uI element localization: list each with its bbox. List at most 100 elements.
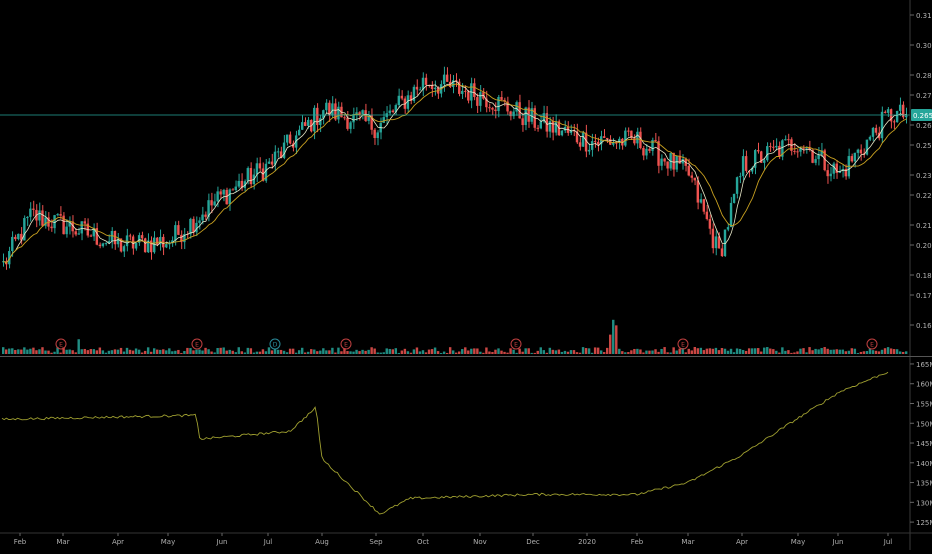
candle-body[interactable] <box>506 101 509 112</box>
candle-body[interactable] <box>515 102 518 112</box>
candle-body[interactable] <box>536 127 539 129</box>
candle-body[interactable] <box>732 193 736 203</box>
candle-body[interactable] <box>74 231 77 235</box>
candle-body[interactable] <box>433 87 437 90</box>
candle-body[interactable] <box>705 211 709 220</box>
candle-body[interactable] <box>750 167 754 172</box>
candle-body[interactable] <box>180 234 183 243</box>
candle-body[interactable] <box>128 235 132 237</box>
indicator-pane[interactable] <box>1 371 889 515</box>
candle-body[interactable] <box>642 147 645 156</box>
candle-body[interactable] <box>44 217 47 226</box>
candle-body[interactable] <box>602 136 606 138</box>
candle-body[interactable] <box>467 91 470 101</box>
candle-body[interactable] <box>201 214 204 221</box>
candle-body[interactable] <box>80 221 83 234</box>
candle-body[interactable] <box>349 122 352 129</box>
candle-body[interactable] <box>838 171 841 173</box>
candle-body[interactable] <box>98 244 102 247</box>
candle-body[interactable] <box>494 109 497 112</box>
candle-body[interactable] <box>222 189 225 195</box>
candle-body[interactable] <box>581 132 585 147</box>
candle-body[interactable] <box>328 102 331 116</box>
candle-body[interactable] <box>874 127 878 133</box>
candle-body[interactable] <box>255 163 259 175</box>
candle-body[interactable] <box>672 153 675 170</box>
candle-body[interactable] <box>895 110 899 123</box>
candle-body[interactable] <box>678 155 681 164</box>
candle-body[interactable] <box>370 115 373 130</box>
candle-body[interactable] <box>521 118 524 126</box>
candle-body[interactable] <box>331 103 334 116</box>
candle-body[interactable] <box>104 243 108 245</box>
candle-body[interactable] <box>669 153 672 169</box>
candle-body[interactable] <box>590 141 594 150</box>
candle-body[interactable] <box>261 168 265 181</box>
candle-body[interactable] <box>243 181 247 188</box>
candle-body[interactable] <box>183 234 186 243</box>
candle-body[interactable] <box>850 156 854 162</box>
candle-body[interactable] <box>606 137 609 140</box>
candle-body[interactable] <box>29 208 32 217</box>
candle-body[interactable] <box>237 180 240 187</box>
candle-body[interactable] <box>476 97 479 106</box>
candle-body[interactable] <box>192 218 195 233</box>
candle-body[interactable] <box>207 200 210 217</box>
candle-body[interactable] <box>451 80 455 87</box>
candle-body[interactable] <box>159 236 162 245</box>
candle-body[interactable] <box>313 107 316 132</box>
candle-body[interactable] <box>264 163 268 181</box>
candle-body[interactable] <box>802 148 805 150</box>
candle-body[interactable] <box>26 216 29 219</box>
candle-body[interactable] <box>225 189 228 205</box>
candle-body[interactable] <box>216 191 219 202</box>
candle-body[interactable] <box>479 92 482 106</box>
candle-body[interactable] <box>14 236 17 240</box>
candle-body[interactable] <box>92 228 96 237</box>
candle-body[interactable] <box>297 129 301 136</box>
candle-body[interactable] <box>781 140 784 157</box>
candle-body[interactable] <box>373 129 376 139</box>
candle-body[interactable] <box>17 233 20 240</box>
candle-body[interactable] <box>246 168 250 182</box>
candle-body[interactable] <box>551 121 555 133</box>
candle-body[interactable] <box>119 238 123 252</box>
candle-body[interactable] <box>862 153 866 155</box>
candle-body[interactable] <box>817 154 820 160</box>
candle-body[interactable] <box>856 149 860 153</box>
candle-body[interactable] <box>835 163 838 173</box>
candle-body[interactable] <box>823 150 826 171</box>
candle-body[interactable] <box>171 240 174 244</box>
candle-body[interactable] <box>793 150 796 152</box>
candle-body[interactable] <box>355 112 358 115</box>
candle-body[interactable] <box>11 236 14 252</box>
candle-body[interactable] <box>382 117 385 123</box>
candle-body[interactable] <box>648 148 651 151</box>
candle-body[interactable] <box>113 231 117 245</box>
candle-body[interactable] <box>509 111 512 117</box>
candle-body[interactable] <box>814 159 817 163</box>
candle-body[interactable] <box>288 134 292 144</box>
candle-body[interactable] <box>234 186 237 191</box>
candle-body[interactable] <box>826 170 829 177</box>
candle-body[interactable] <box>367 115 370 121</box>
candle-body[interactable] <box>307 119 310 126</box>
candle-body[interactable] <box>624 130 627 146</box>
candle-body[interactable] <box>101 243 105 247</box>
candle-body[interactable] <box>566 126 570 133</box>
candle-body[interactable] <box>418 89 422 91</box>
candle-body[interactable] <box>421 77 425 90</box>
candle-body[interactable] <box>844 169 847 177</box>
candle-body[interactable] <box>596 141 600 145</box>
candle-body[interactable] <box>473 83 476 98</box>
candle-body[interactable] <box>213 201 216 206</box>
candle-body[interactable] <box>464 90 467 92</box>
candle-body[interactable] <box>177 225 180 235</box>
candle-body[interactable] <box>89 235 92 237</box>
candle-body[interactable] <box>757 150 760 152</box>
candle-body[interactable] <box>865 139 869 155</box>
candle-body[interactable] <box>56 214 59 216</box>
candle-body[interactable] <box>397 95 401 106</box>
candle-body[interactable] <box>168 243 171 245</box>
candle-body[interactable] <box>584 132 588 152</box>
